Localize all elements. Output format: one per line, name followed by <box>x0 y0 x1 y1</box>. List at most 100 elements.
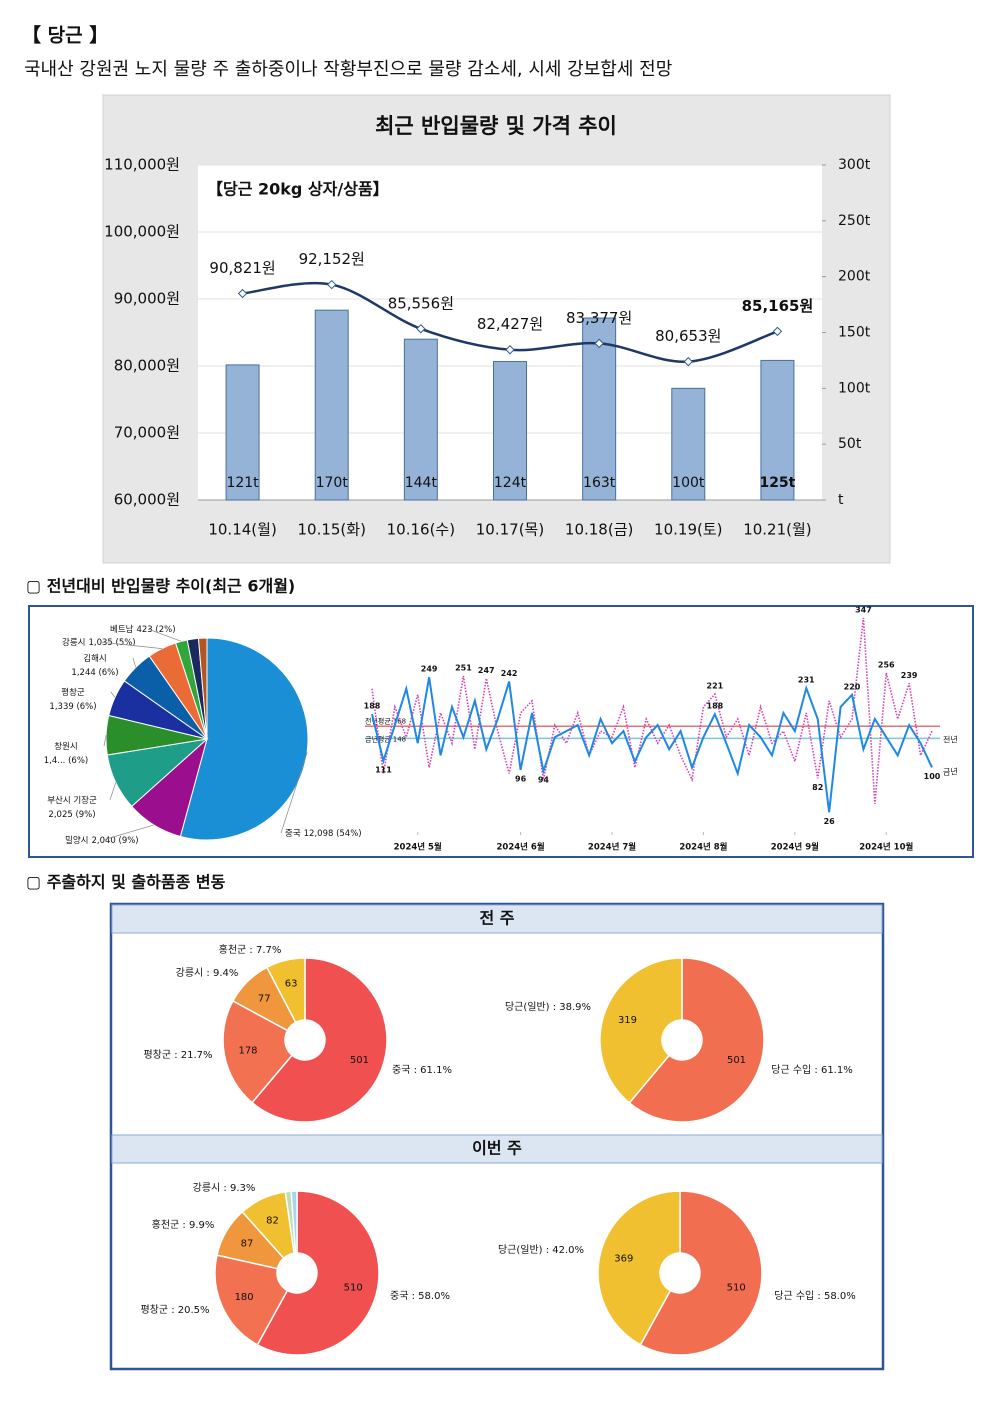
x-tick-label: 2024년 5월 <box>394 842 442 853</box>
chart-title: 최근 반입물량 및 가격 추이 <box>375 114 617 138</box>
donut-slice <box>628 957 765 1123</box>
donut-value: 369 <box>614 1254 633 1265</box>
pie-label: 밀양시 2,040 (9%) <box>65 835 139 846</box>
x-tick-label: 10.21(월) <box>743 521 811 539</box>
point-label: 251 <box>455 664 472 673</box>
pie-label-name: 중국 <box>285 829 301 839</box>
leader-line <box>147 628 182 642</box>
x-tick-label: 10.17(목) <box>476 521 544 539</box>
bar-value-label: 125t <box>759 475 795 491</box>
bar <box>403 338 438 501</box>
y2-tick-label: 200t <box>838 269 871 285</box>
point-label: 111 <box>375 765 392 774</box>
price-marker <box>683 356 693 367</box>
price-marker <box>505 345 515 355</box>
y-tick-label: 100,000원 <box>104 223 180 241</box>
price-value-label: 83,377원 <box>566 309 632 327</box>
donut-value: 319 <box>618 1015 637 1026</box>
pie-label-name: 베트남 <box>110 625 134 635</box>
bar <box>760 359 795 501</box>
donut-value: 77 <box>258 994 271 1005</box>
x-tick-label: 10.16(수) <box>387 521 455 539</box>
pie-label: 부산시 기장군 2,025 (9%) <box>47 795 97 820</box>
bar <box>671 387 706 501</box>
x-tick-label: 2024년 7월 <box>588 842 636 853</box>
y-tick-label: 60,000원 <box>114 491 180 509</box>
pie-label: 강릉시 1,035 (5%) <box>62 637 136 648</box>
mean-label-value: 148 <box>393 735 406 743</box>
point-label: 96 <box>515 774 527 783</box>
pie-label: 김해시 1,244 (6%) <box>71 653 118 678</box>
point-label: 220 <box>844 682 861 691</box>
point-label: 221 <box>707 682 724 691</box>
bar <box>582 317 617 501</box>
y-tick-label: 70,000원 <box>114 424 180 442</box>
point-label: 247 <box>478 666 495 675</box>
donut-label: 홍천군 : 7.7% <box>219 943 282 956</box>
pie-label-value: 1,244 (6%) <box>71 668 118 678</box>
pie-label-value: 2,025 (9%) <box>48 810 95 820</box>
x-tick-label: 10.19(토) <box>654 521 722 539</box>
series-line <box>371 677 933 813</box>
y2-tick-label: 250t <box>838 213 871 229</box>
mean-label: 금년평균 148 <box>365 734 406 743</box>
price-marker <box>327 279 337 290</box>
donut-value: 82 <box>266 1215 279 1226</box>
donut-label: 중국 : 61.1% <box>392 1064 452 1076</box>
point-label: 26 <box>824 817 836 826</box>
price-value-label: 82,427원 <box>477 315 543 333</box>
pie-label-value: 12,098 (54%) <box>304 829 362 839</box>
donut-slice <box>256 1190 380 1356</box>
point-label: 100 <box>924 772 941 781</box>
donut-value: 178 <box>238 1046 257 1057</box>
pie-label: 창원시 1,4... (6%) <box>44 742 88 766</box>
panel-header <box>111 1134 883 1164</box>
bar <box>314 309 349 501</box>
y2-tick-label: t <box>838 492 844 508</box>
price-marker <box>237 288 248 299</box>
x-tick-label: 2024년 9월 <box>771 842 819 853</box>
bar-value-label: 124t <box>494 475 527 491</box>
leader-line <box>109 782 117 801</box>
x-tick-label: 2024년 6월 <box>496 842 544 853</box>
price-marker <box>594 338 604 349</box>
bar <box>225 364 260 501</box>
y2-tick-label: 50t <box>838 436 862 452</box>
pie-slice <box>179 637 309 841</box>
bar-value-label: 170t <box>316 475 349 491</box>
donut-slice <box>250 957 388 1123</box>
donut-slice <box>214 1254 289 1346</box>
y-tick-label: 80,000원 <box>114 357 180 375</box>
leader-line <box>132 657 137 668</box>
donut-label: 평창군 : 20.5% <box>140 1304 209 1316</box>
pie-label: 베트남 423 (2%) <box>110 625 176 635</box>
donut-value: 510 <box>727 1282 746 1293</box>
bar-value-label: 121t <box>226 475 259 491</box>
donut-value: 87 <box>241 1239 254 1250</box>
mean-label: 전년평균 168 <box>365 716 406 725</box>
bar <box>493 361 527 501</box>
price-value-label: 92,152원 <box>299 250 365 268</box>
y-tick-label: 110,000원 <box>104 156 180 174</box>
bar-value-label: 100t <box>672 475 705 491</box>
donut-value: 180 <box>235 1292 254 1303</box>
donut-label: 강릉시 : 9.4% <box>176 967 239 979</box>
price-marker <box>772 326 783 337</box>
donut-label: 당근(일반) : 42.0% <box>498 1244 584 1256</box>
donut-label: 강릉시 : 9.3% <box>193 1182 256 1194</box>
leader-line <box>110 691 116 698</box>
pie-label-name: 밀양시 <box>65 835 88 846</box>
pie-label-name: 부산시 기장군 <box>47 795 97 806</box>
pie-label: 중국 12,098 (54%) <box>285 829 362 839</box>
leader-line <box>280 752 308 834</box>
y-tick-label: 90,000원 <box>114 290 180 308</box>
point-label: 256 <box>878 660 895 669</box>
bar-value-label: 144t <box>405 475 438 491</box>
point-label: 249 <box>421 665 438 674</box>
x-tick-label: 10.15(화) <box>297 521 365 539</box>
donut-slice <box>222 999 294 1104</box>
donut-slice <box>597 1190 681 1346</box>
price-value-label: 90,821원 <box>209 259 275 277</box>
price-value-label: 80,653원 <box>655 327 721 345</box>
